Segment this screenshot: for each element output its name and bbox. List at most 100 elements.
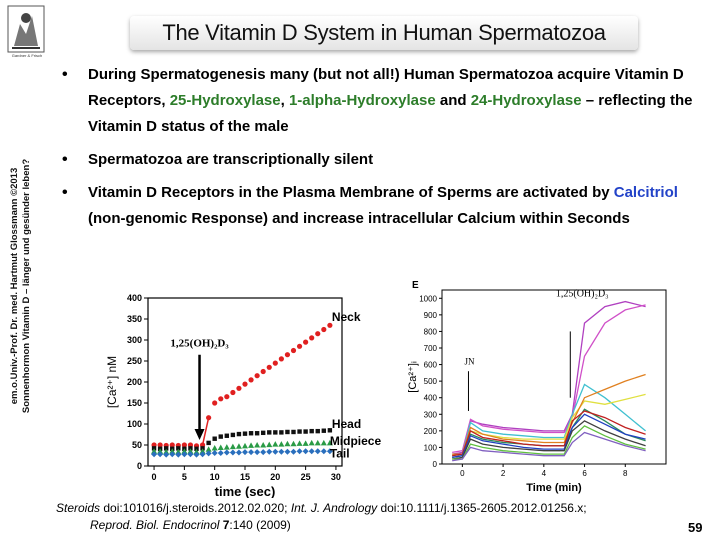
calcium-trace bbox=[452, 413, 646, 459]
x-tick-label: 0 bbox=[460, 469, 465, 478]
y-tick-label: 350 bbox=[127, 314, 142, 324]
head-point bbox=[236, 431, 242, 437]
neck-point bbox=[230, 389, 236, 396]
head-point bbox=[163, 446, 169, 451]
neck-point bbox=[266, 364, 272, 370]
journal-andrology: Int. J. Andrology bbox=[290, 501, 378, 515]
tail-point bbox=[272, 448, 279, 455]
neck-point bbox=[248, 377, 254, 383]
midpiece-label: Midpiece bbox=[330, 434, 382, 448]
tail-point bbox=[151, 451, 158, 458]
neck-point bbox=[236, 385, 242, 391]
midpiece-point bbox=[157, 448, 164, 454]
head-point bbox=[321, 428, 327, 433]
midpiece-point bbox=[217, 444, 224, 451]
highlight-term: 25-Hydroxylase bbox=[169, 92, 281, 109]
bullet-text: (non-genomic Response) and increase intr… bbox=[88, 210, 630, 227]
ref-volume: 7 bbox=[219, 518, 230, 532]
calcium-traces-chart: E 0 100 200 300 400 500 600 700 800 900 1000 0 2 4 6 8 Ti… bbox=[404, 278, 682, 498]
bullet-text: – reflecting the Vitamin D status of the… bbox=[88, 92, 693, 135]
midpiece-point bbox=[272, 441, 279, 447]
bullet-text: and bbox=[435, 92, 471, 109]
tail-point bbox=[296, 448, 303, 455]
head-point bbox=[273, 430, 278, 435]
tail-point bbox=[217, 449, 224, 456]
midpiece-point bbox=[151, 448, 158, 454]
midpiece-point bbox=[284, 440, 291, 447]
neck-point bbox=[303, 339, 309, 345]
tail-point bbox=[308, 448, 315, 455]
tail-point bbox=[199, 451, 206, 458]
neck-point bbox=[260, 368, 266, 375]
x-tick-label: 5 bbox=[182, 472, 187, 482]
calcium-trace bbox=[452, 431, 646, 462]
midpiece-point bbox=[199, 448, 206, 454]
x-tick-label: 6 bbox=[582, 469, 587, 478]
y-tick-label: 50 bbox=[132, 440, 142, 450]
neck-point bbox=[218, 396, 224, 402]
tail-point bbox=[266, 448, 273, 455]
midpiece-point bbox=[248, 442, 255, 448]
treatment-arrowhead bbox=[194, 429, 205, 440]
book-title-line: Sonnenhormon Vitamin D – länger und gesü… bbox=[21, 158, 32, 414]
slide-title: The Vitamin D System in Human Spermatozo… bbox=[130, 16, 638, 50]
y-tick-label: 500 bbox=[424, 377, 438, 386]
neck-point bbox=[254, 373, 260, 379]
y-tick-label: 100 bbox=[424, 443, 438, 452]
y-axis-label: [Ca²⁺]ᵢ bbox=[407, 361, 419, 393]
tail-point bbox=[260, 449, 267, 456]
calcium-trace bbox=[452, 383, 647, 457]
journal-steroids: Steroids bbox=[56, 501, 101, 515]
tail-point bbox=[169, 451, 176, 458]
midpiece-point bbox=[242, 442, 248, 449]
reference-text: Steroids doi:101016/j.steroids.2012.02.0… bbox=[56, 500, 696, 534]
neck-rise-line bbox=[201, 417, 210, 446]
ref-doi-1: doi:101016/j.steroids.2012.02.020; bbox=[100, 501, 291, 515]
tail-point bbox=[205, 450, 212, 457]
y-tick-label: 900 bbox=[424, 311, 438, 320]
tail-point bbox=[229, 449, 236, 456]
neck-point bbox=[212, 400, 218, 406]
midpiece-point bbox=[175, 448, 182, 455]
neck-point bbox=[309, 335, 315, 341]
y-tick-label: 600 bbox=[424, 361, 438, 370]
tail-point bbox=[157, 451, 164, 458]
midpiece-point bbox=[278, 441, 285, 447]
neck-point bbox=[290, 347, 297, 354]
y-tick-label: 300 bbox=[127, 335, 142, 345]
neck-point bbox=[315, 331, 321, 337]
x-tick-label: 25 bbox=[301, 472, 311, 482]
midpiece-point bbox=[290, 440, 297, 447]
head-point bbox=[297, 429, 302, 434]
neck-point bbox=[169, 442, 175, 448]
y-tick-label: 700 bbox=[424, 344, 438, 353]
author-line: em.o.Univ.-Prof. Dr. med. Hartmut Glossm… bbox=[9, 167, 20, 405]
author-sidebar: em.o.Univ.-Prof. Dr. med. Hartmut Glossm… bbox=[9, 86, 49, 486]
y-tick-label: 0 bbox=[433, 460, 438, 469]
x-tick-label: 8 bbox=[623, 469, 628, 478]
neck-point bbox=[181, 442, 187, 448]
calcium-trace bbox=[452, 300, 646, 455]
engraving-logo-icon bbox=[6, 4, 46, 54]
highlight-term: 1-alpha-Hydroxylase bbox=[288, 92, 436, 109]
midpiece-point bbox=[193, 448, 200, 455]
head-point bbox=[327, 428, 333, 433]
tail-point bbox=[254, 449, 261, 456]
head-point bbox=[254, 431, 260, 436]
midpiece-point bbox=[187, 448, 194, 454]
calcium-trace bbox=[452, 420, 646, 460]
neck-point bbox=[242, 381, 248, 387]
head-point bbox=[224, 433, 230, 438]
tail-point bbox=[235, 449, 242, 456]
tail-point bbox=[187, 451, 194, 458]
bullet-item: Spermatozoa are transcriptionally silent bbox=[58, 147, 708, 173]
head-point bbox=[230, 432, 236, 438]
y-tick-label: 150 bbox=[127, 398, 142, 408]
calcium-trace bbox=[452, 410, 646, 457]
neck-point bbox=[272, 360, 278, 366]
midpiece-point bbox=[326, 439, 333, 446]
bullet-item: Vitamin D Receptors in the Plasma Membra… bbox=[58, 180, 708, 232]
tail-point bbox=[302, 448, 309, 455]
tail-point bbox=[284, 448, 291, 455]
tail-point bbox=[211, 449, 218, 456]
